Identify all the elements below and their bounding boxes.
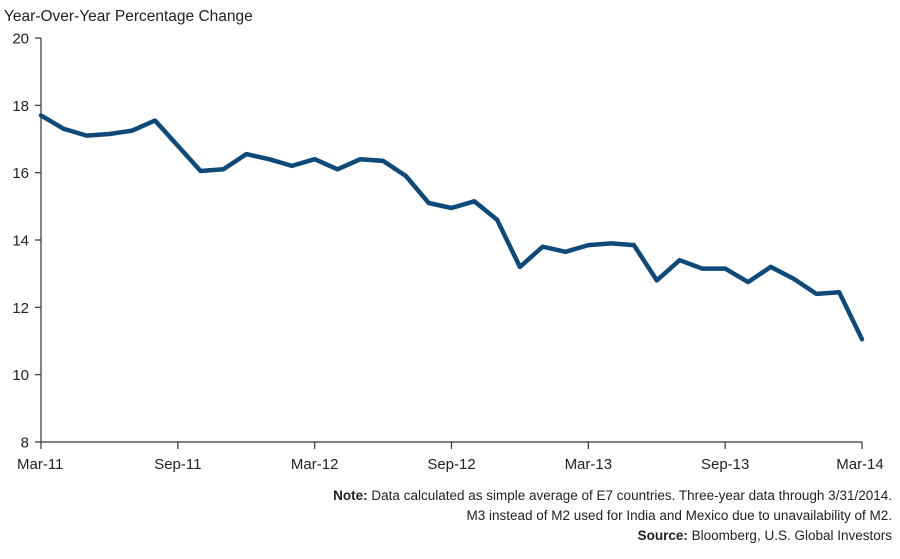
data-point — [815, 293, 817, 295]
y-tick-label: 18 — [12, 98, 29, 115]
data-point — [473, 200, 475, 202]
y-tick-label: 10 — [12, 367, 29, 384]
x-tick-label: Mar-11 — [17, 456, 63, 473]
y-tick-labels: 8 10 12 14 16 18 20 — [12, 31, 29, 452]
data-point — [154, 119, 156, 121]
data-point — [222, 168, 224, 170]
data-point — [359, 158, 361, 160]
x-tick-label: Sep-11 — [154, 456, 201, 473]
y-axis-label: Year-Over-Year Percentage Change — [4, 8, 253, 25]
data-point — [336, 168, 338, 170]
data-point — [519, 266, 521, 268]
source-text: Bloomberg, U.S. Global Investors — [687, 528, 892, 543]
series-group — [38, 113, 865, 342]
data-point — [428, 202, 430, 204]
data-point — [200, 170, 202, 172]
note-line-2: M3 instead of M2 used for India and Mexi… — [466, 508, 893, 523]
data-point — [314, 158, 316, 160]
data-point — [724, 268, 726, 270]
y-tick-label: 20 — [12, 31, 29, 48]
data-point — [405, 175, 407, 177]
y-tick-label: 12 — [12, 300, 29, 317]
data-point — [770, 266, 772, 268]
data-point — [793, 278, 795, 280]
data-point — [177, 145, 179, 147]
data-point — [747, 281, 749, 283]
data-point — [679, 259, 681, 261]
data-point — [382, 160, 384, 162]
footnotes: Note: Data calculated as simple average … — [333, 486, 892, 546]
data-point — [496, 219, 498, 221]
line-chart: Year-Over-Year Percentage Change 8 10 12 14… — [4, 8, 884, 473]
data-point — [565, 251, 567, 253]
data-point — [291, 165, 293, 167]
note-label: Note: — [333, 488, 368, 503]
data-point — [131, 130, 133, 132]
data-point — [656, 279, 658, 281]
data-point — [861, 338, 863, 340]
data-point — [587, 244, 589, 246]
data-point — [838, 291, 840, 293]
data-point — [108, 133, 110, 135]
axes — [35, 37, 863, 449]
note-line-1: Note: Data calculated as simple average … — [333, 486, 892, 506]
data-point — [63, 128, 65, 130]
y-tick-label: 14 — [12, 233, 29, 250]
data-point — [633, 244, 635, 246]
data-point — [610, 242, 612, 244]
x-tick-label: Mar-12 — [291, 456, 339, 473]
source-line: Source: Bloomberg, U.S. Global Investors — [333, 526, 892, 546]
source-label: Source: — [637, 528, 688, 543]
x-tick-label: Sep-13 — [701, 456, 749, 473]
y-tick-label: 16 — [12, 165, 29, 182]
x-tick-label: Mar-13 — [565, 456, 613, 473]
series-line — [38, 113, 865, 342]
x-tick-labels: Mar-11 Sep-11 Mar-12 Sep-12 Mar-13 Sep-13 Mar-… — [17, 456, 884, 473]
note-text-1: Data calculated as simple average of E7 … — [367, 488, 892, 503]
x-tick-label: Sep-12 — [427, 456, 475, 473]
x-tick-label: Mar-14 — [836, 456, 884, 473]
data-point — [451, 207, 452, 209]
data-point — [86, 135, 88, 137]
data-point — [268, 158, 270, 160]
data-point — [542, 246, 544, 248]
data-point — [245, 153, 247, 155]
y-tick-label: 8 — [21, 435, 29, 452]
data-point — [701, 268, 703, 270]
data-point — [40, 114, 42, 116]
